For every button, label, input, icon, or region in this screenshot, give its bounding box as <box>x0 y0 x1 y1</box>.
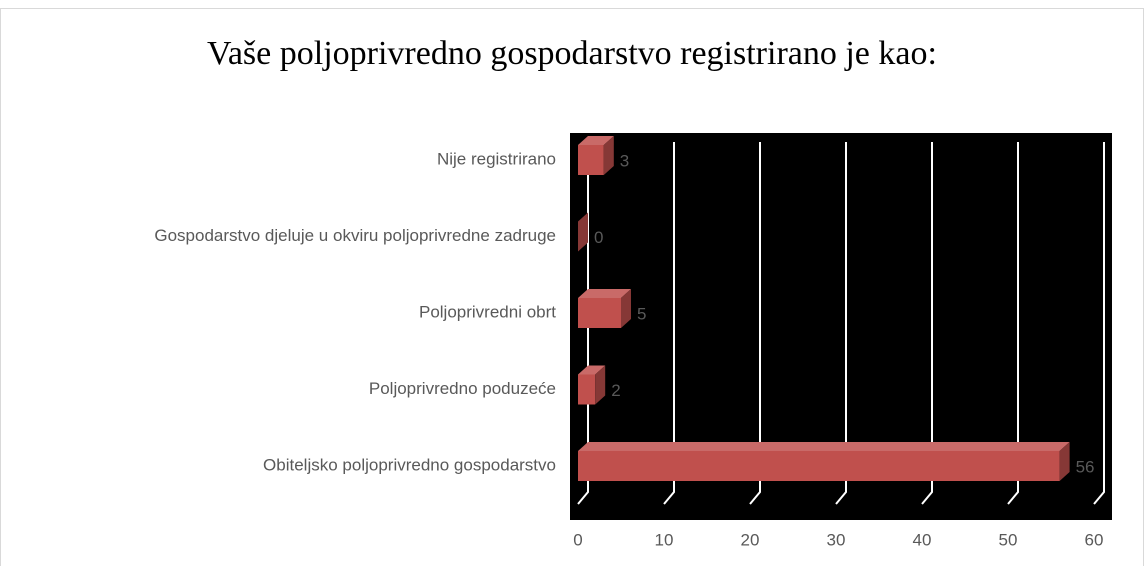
bar <box>578 136 614 175</box>
bar <box>578 289 631 328</box>
grid-line <box>577 142 589 505</box>
grid-line <box>663 142 675 505</box>
grid-line <box>1093 142 1105 505</box>
bar-top <box>578 136 614 145</box>
value-label: 5 <box>637 304 646 323</box>
bar <box>578 212 588 252</box>
bar-top <box>578 365 606 375</box>
x-tick-label: 60 <box>1085 530 1104 549</box>
y-tick-label: Poljoprivredno poduzeće <box>369 379 556 398</box>
y-tick-label: Gospodarstvo djeluje u okviru poljoprivr… <box>154 226 556 245</box>
value-label: 0 <box>594 228 603 247</box>
grid-line <box>835 142 847 505</box>
grid-line <box>1007 142 1019 505</box>
x-tick-label: 30 <box>827 530 846 549</box>
bar-side <box>578 212 588 252</box>
value-label: 3 <box>620 151 629 170</box>
grid-line <box>749 142 761 505</box>
bar-side <box>595 365 606 405</box>
bar-side <box>621 289 631 328</box>
bar-side <box>1059 442 1070 481</box>
x-tick-label: 0 <box>573 530 582 549</box>
x-tick-label: 20 <box>741 530 760 549</box>
y-tick-label: Obiteljsko poljoprivredno gospodarstvo <box>263 455 556 474</box>
bar-side <box>603 136 614 175</box>
grid-line <box>921 142 933 505</box>
bar-front <box>578 298 621 328</box>
value-label: 56 <box>1076 457 1095 476</box>
chart-title: Vaše poljoprivredno gospodarstvo registr… <box>207 35 937 72</box>
value-label: 2 <box>611 381 620 400</box>
bar-front <box>578 145 604 175</box>
bar-front <box>578 374 596 405</box>
x-tick-label: 50 <box>999 530 1018 549</box>
x-tick-label: 40 <box>913 530 932 549</box>
bar-front <box>578 451 1060 481</box>
bar-top <box>578 289 631 298</box>
y-tick-label: Poljoprivredni obrt <box>419 302 556 321</box>
bar <box>578 365 606 405</box>
y-tick-label: Nije registrirano <box>437 149 556 168</box>
bar-top <box>578 442 1070 451</box>
bar <box>578 442 1070 481</box>
x-tick-label: 10 <box>655 530 674 549</box>
